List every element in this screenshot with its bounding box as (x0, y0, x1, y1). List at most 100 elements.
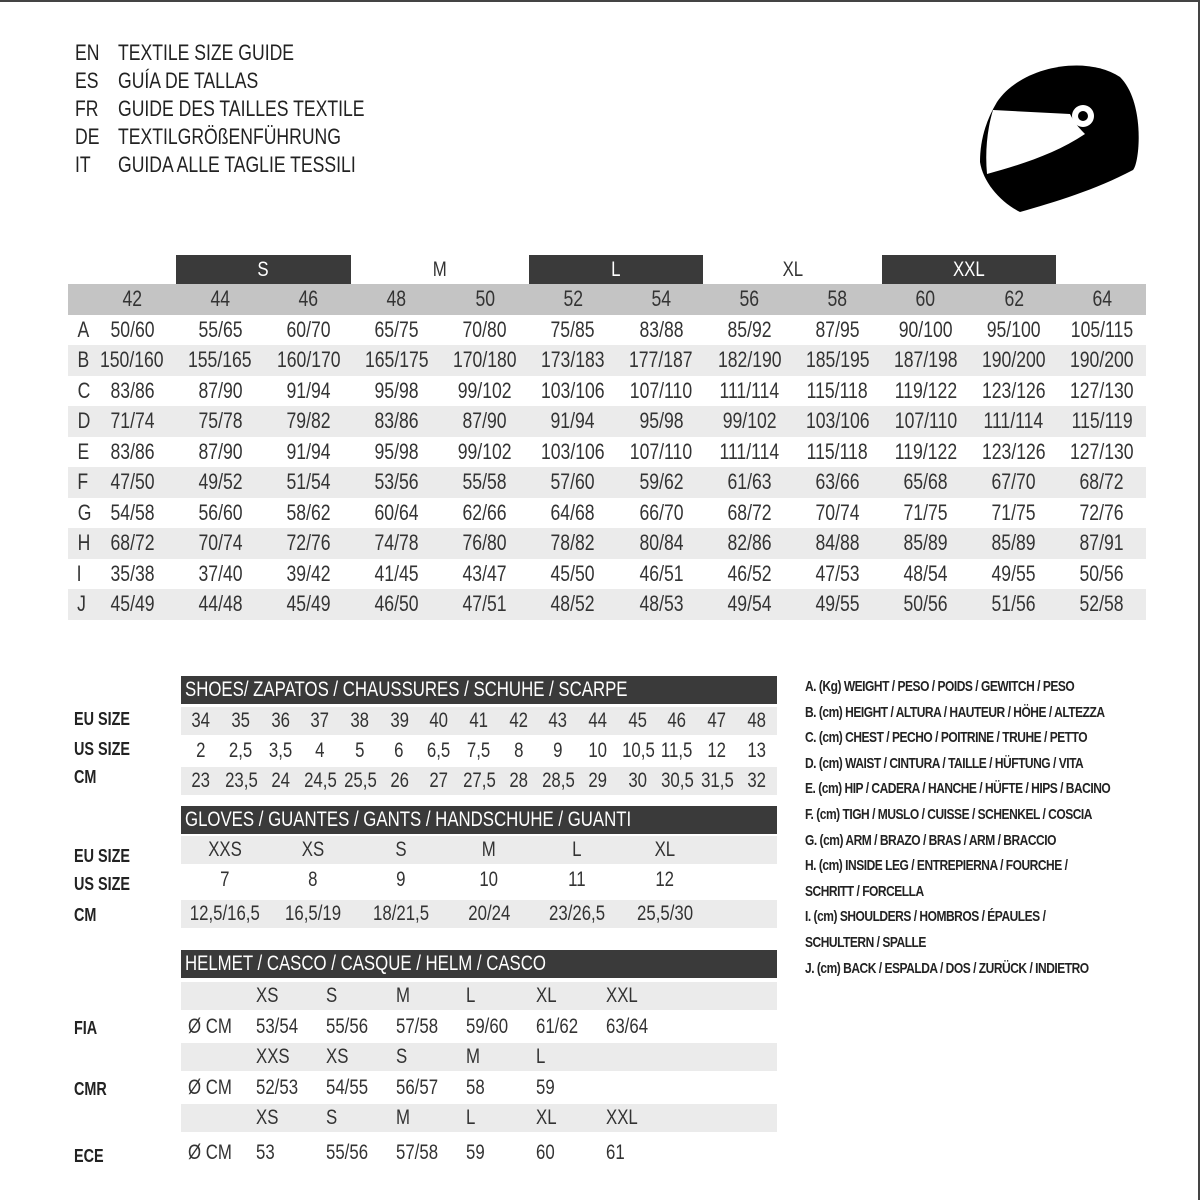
table-cell: 26 (379, 767, 419, 795)
table-cell: 65/68 (882, 467, 970, 498)
diameter-label: Ø CM (181, 1013, 256, 1041)
value-cell: 57/58 (396, 1139, 466, 1167)
size-cell: XS (256, 1104, 326, 1132)
table-cell-text: 62/66 (462, 499, 507, 525)
table-cell: 27,5 (459, 767, 499, 795)
table-cell: L (533, 836, 621, 864)
table-cell: 18/21,5 (357, 900, 445, 928)
title-text: TEXTILGRÖßENFÜHRUNG (118, 124, 397, 152)
table-cell: 12 (697, 737, 737, 765)
table-cell: 107/110 (617, 437, 705, 468)
value-cell: 63/64 (606, 1013, 676, 1041)
table-row: F 47/50 49/52 51/54 53/56 55/58 57/60 59/62 61/6… (68, 467, 1146, 498)
table-cell: 39/42 (264, 559, 352, 590)
table-cell-text: 103/106 (541, 377, 605, 403)
table-cell-text: 12,5/16,5 (189, 902, 261, 925)
table-cell: 58/62 (264, 498, 352, 529)
table-cell-text: 91/94 (286, 377, 331, 403)
legend-line: E. (cm) HIP / CADERA / HANCHE / HÜFTE / … (805, 776, 1187, 802)
table-cell-text: 80/84 (639, 530, 684, 555)
table-cell-text: 91/94 (286, 438, 331, 464)
table-row: H 68/72 70/74 72/76 74/78 76/80 78/82 80/84 82/8… (68, 528, 1146, 559)
table-cell: 111/114 (970, 406, 1058, 437)
size-header-cell: 52 (529, 284, 617, 315)
table-cell-text: 99/102 (457, 438, 512, 464)
table-cell-text: 37 (310, 709, 330, 732)
table-cell: 68/72 (705, 498, 793, 529)
table-cell: 79/82 (264, 406, 352, 437)
size-cell: S (326, 982, 396, 1010)
size-row: XXS XS S M L (181, 1043, 777, 1071)
table-cell-text: 48 (747, 709, 766, 732)
table-cell: 56/60 (176, 498, 264, 529)
table-cell-text: 66/70 (639, 499, 684, 525)
table-cell-text: 12 (655, 868, 675, 891)
table-cell: 44 (578, 707, 618, 735)
table-cell: 45/50 (529, 559, 617, 590)
title-line: ES GUÍA DE TALLAS (75, 68, 426, 96)
size-cell: L (536, 1043, 606, 1071)
table-cell-text: 55/65 (198, 316, 243, 342)
section-header-text: GLOVES / GUANTES / GANTS / HANDSCHUHE / … (185, 808, 632, 831)
table-cell-text: 12 (707, 739, 727, 762)
table-cell-text: 85/89 (903, 530, 948, 555)
diameter-label-text: Ø CM (188, 1076, 232, 1099)
table-cell-text: 44/48 (198, 591, 243, 616)
value-cell-text: 53/54 (256, 1015, 299, 1038)
size-cell-text: XS (326, 1045, 349, 1068)
table-cell-text: 9 (553, 739, 563, 762)
table-cell-text: 87/90 (462, 408, 507, 433)
value-cell: 56/57 (396, 1074, 466, 1102)
table-cell: M (445, 836, 533, 864)
table-cell: 182/190 (705, 345, 793, 376)
table-cell-text: 67/70 (991, 469, 1036, 494)
table-cell-text: 7 (220, 868, 230, 891)
table-cell: 61/63 (705, 467, 793, 498)
table-cell-text: 45/49 (286, 591, 331, 616)
table-cell-text: 76/80 (462, 530, 507, 555)
table-cell: 23,5 (221, 767, 261, 795)
table-cell: 50/56 (882, 589, 970, 620)
table-cell: 5 (340, 737, 380, 765)
legend-line-text: SCHRITT / FORCELLA (805, 882, 924, 900)
table-cell-text: 36 (270, 709, 290, 732)
table-cell-text: 70/80 (462, 316, 507, 342)
table-row: E 83/86 87/90 91/94 95/98 99/102 103/106 107/11… (68, 437, 1146, 468)
table-cell: 8 (499, 737, 539, 765)
size-header-cell-text: 60 (915, 286, 936, 311)
value-cell-text: 55/56 (326, 1141, 369, 1164)
table-cell: 48 (737, 707, 777, 735)
size-cell: S (396, 1043, 466, 1071)
table-cell: 90/100 (882, 315, 970, 346)
table-cell-text: 16,5/19 (284, 902, 342, 925)
size-cell-text: XL (536, 984, 557, 1007)
size-cell: XXS (256, 1043, 326, 1071)
table-cell: 82/86 (705, 528, 793, 559)
row-letter-text: G (77, 499, 92, 525)
table-cell-text: 42 (508, 709, 528, 732)
table-cell: 127/130 (1058, 376, 1146, 407)
table-cell-text: 11,5 (661, 739, 693, 762)
value-cell-text: 59/60 (466, 1015, 509, 1038)
table-cell: 127/130 (1058, 437, 1146, 468)
value-cell-text: 63/64 (606, 1015, 649, 1038)
table-cell-text: 29 (588, 769, 608, 792)
value-cell-text: 52/53 (256, 1076, 299, 1099)
legend-line: H. (cm) INSIDE LEG / ENTREPIERNA / FOURC… (805, 853, 1187, 879)
row-letter-text: C (77, 377, 91, 403)
table-cell: 57/60 (529, 467, 617, 498)
table-cell-text: 5 (354, 739, 365, 762)
table-cell-text: 39 (389, 709, 409, 732)
table-cell-text: 70/74 (198, 530, 243, 555)
table-row: 7 8 9 10 11 12 (181, 866, 777, 894)
section-header: SHOES/ ZAPATOS / CHAUSSURES / SCHUHE / S… (181, 676, 777, 704)
table-cell: 70/80 (441, 315, 529, 346)
table-cell-text: 87/95 (815, 316, 860, 342)
table-cell-text: 173/183 (541, 347, 605, 372)
table-cell-text: 23 (191, 769, 211, 792)
letter-size-M: M (353, 255, 527, 284)
legend-line: F. (cm) TIGH / MUSLO / CUISSE / SCHENKEL… (805, 802, 1187, 828)
table-cell-text: 20/24 (467, 902, 511, 925)
legend-line-text: C. (cm) CHEST / PECHO / POITRINE / TRUHE… (805, 729, 1088, 747)
table-cell: 41/45 (353, 559, 441, 590)
